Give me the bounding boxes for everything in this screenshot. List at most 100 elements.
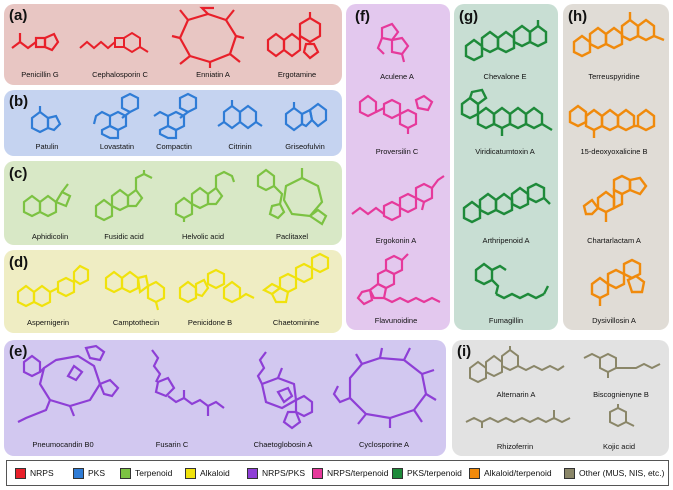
structure-cephalosporin-c bbox=[79, 31, 149, 54]
compound-name: Chaetoglobosin A bbox=[253, 440, 313, 449]
compound-name: Cyclosporine A bbox=[358, 440, 410, 449]
structure-enniatin-a bbox=[171, 6, 245, 68]
compound-name: Rhizoferrin bbox=[496, 442, 534, 451]
structure-alternarin-a bbox=[469, 346, 565, 384]
legend-swatch bbox=[564, 467, 575, 479]
legend-label: PKS bbox=[88, 468, 106, 478]
structure-dysivillosin-a bbox=[590, 258, 646, 306]
compound-name: Ergokonin A bbox=[375, 236, 417, 245]
compound-name: Griseofulvin bbox=[285, 142, 325, 151]
legend-label: NRPS/PKS bbox=[262, 468, 305, 478]
structure-aculene-a bbox=[376, 22, 410, 63]
compound-name: Aculene A bbox=[380, 72, 414, 81]
compound-name: Enniatin A bbox=[196, 70, 230, 79]
legend-swatch bbox=[185, 467, 196, 479]
legend-item: NRPS/PKS bbox=[247, 467, 305, 479]
legend-label: Terpenoid bbox=[135, 468, 173, 478]
structure-ergokonin-a bbox=[351, 175, 445, 222]
legend-item: NRPS/terpenoid bbox=[312, 467, 388, 479]
legend-item: NRPS bbox=[15, 467, 54, 479]
structure-penicillin-g bbox=[11, 32, 60, 52]
compound-name: Patulin bbox=[35, 142, 59, 151]
compound-name: Biscognienyne B bbox=[593, 390, 649, 399]
structure-chevalone-e bbox=[464, 20, 548, 62]
compound-name: Ergotamine bbox=[277, 70, 317, 79]
compound-name: Fumagillin bbox=[488, 316, 524, 325]
legend: NRPS PKS Terpenoid Alkaloid NRPS/PKS NRP… bbox=[6, 460, 669, 486]
structure-arthripenoid-a bbox=[462, 182, 551, 224]
compound-name: Dysivillosin A bbox=[592, 316, 636, 325]
legend-swatch bbox=[73, 467, 84, 479]
panel-label-f: (f) bbox=[355, 8, 370, 25]
structure-fumagillin bbox=[474, 262, 550, 300]
legend-swatch bbox=[120, 467, 131, 479]
legend-label: Other (MUS, NIS, etc.) bbox=[579, 468, 665, 478]
compound-name: Lovastatin bbox=[99, 142, 135, 151]
structure-viridicatumtoxin-a bbox=[460, 88, 553, 136]
structure-fusarin-c bbox=[151, 349, 225, 416]
structure-lovastatin bbox=[92, 92, 140, 140]
structure-citrinin bbox=[217, 100, 263, 130]
panel-a bbox=[4, 4, 342, 85]
structure-penicidone-b bbox=[178, 268, 255, 304]
legend-item: Terpenoid bbox=[120, 467, 172, 479]
legend-swatch bbox=[392, 467, 403, 479]
compound-name: Paclitaxel bbox=[275, 232, 309, 241]
structure-chaetominine bbox=[261, 252, 330, 304]
structure-paclitaxel bbox=[256, 168, 328, 226]
structure-15-deoxyoxalicine-b bbox=[568, 104, 656, 138]
structure-proversilin-c bbox=[358, 94, 434, 134]
legend-label: Alkaloid/terpenoid bbox=[484, 468, 552, 478]
structure-aspernigerin bbox=[16, 264, 90, 308]
panel-label-a: (a) bbox=[9, 7, 28, 24]
structure-aphidicolin bbox=[22, 183, 72, 218]
compound-name: Compactin bbox=[156, 142, 192, 151]
structure-rhizoferrin bbox=[465, 410, 571, 428]
compound-name: Citrinin bbox=[228, 142, 252, 151]
structure-ergotamine bbox=[266, 12, 322, 60]
panel-f bbox=[346, 4, 450, 330]
legend-item: Alkaloid bbox=[185, 467, 230, 479]
legend-swatch bbox=[15, 467, 26, 479]
panel-label-b: (b) bbox=[9, 93, 29, 110]
compound-name: Cephalosporin C bbox=[92, 70, 148, 79]
structure-griseofulvin bbox=[284, 102, 328, 132]
structure-chartarlactam-a bbox=[582, 174, 648, 222]
compound-name: Aphidicolin bbox=[31, 232, 69, 241]
structure-compactin bbox=[153, 92, 198, 140]
panel-label-e: (e) bbox=[9, 343, 28, 360]
legend-swatch bbox=[247, 467, 258, 479]
panel-h bbox=[563, 4, 669, 330]
compound-name: Fusarin C bbox=[155, 440, 189, 449]
compound-name: Chartarlactam A bbox=[587, 236, 641, 245]
legend-item: Alkaloid/terpenoid bbox=[469, 467, 552, 479]
structure-cyclosporine-a bbox=[332, 347, 437, 428]
compound-name: Aspernigerin bbox=[26, 318, 70, 327]
compound-name: Proversilin C bbox=[375, 147, 419, 156]
compound-name: Pneumocandin B0 bbox=[32, 440, 94, 449]
legend-label: NRPS bbox=[30, 468, 54, 478]
legend-label: NRPS/terpenoid bbox=[327, 468, 389, 478]
compound-name: Helvolic acid bbox=[181, 232, 225, 241]
legend-swatch bbox=[469, 467, 480, 479]
panel-label-d: (d) bbox=[9, 254, 29, 271]
legend-item: PKS/terpenoid bbox=[392, 467, 462, 479]
compound-name: Alternarin A bbox=[496, 390, 536, 399]
compound-name: 15-deoxyoxalicine B bbox=[580, 147, 648, 156]
compound-name: Arthripenoid A bbox=[482, 236, 530, 245]
structure-helvolic-acid bbox=[174, 170, 236, 222]
compound-name: Penicidone B bbox=[187, 318, 233, 327]
panel-e bbox=[4, 340, 446, 456]
structure-terreuspyridine bbox=[572, 12, 665, 58]
panel-label-i: (i) bbox=[457, 343, 472, 360]
compound-name: Flavunoidine bbox=[374, 316, 418, 325]
legend-label: PKS/terpenoid bbox=[407, 468, 462, 478]
legend-item: PKS bbox=[73, 467, 105, 479]
legend-swatch bbox=[312, 467, 323, 479]
legend-item: Other (MUS, NIS, etc.) bbox=[564, 467, 665, 479]
structure-patulin bbox=[30, 106, 62, 134]
compound-name: Chevalone E bbox=[483, 72, 527, 81]
compound-name: Chaetominine bbox=[272, 318, 320, 327]
legend-label: Alkaloid bbox=[200, 468, 230, 478]
compound-name: Penicillin G bbox=[21, 70, 59, 79]
